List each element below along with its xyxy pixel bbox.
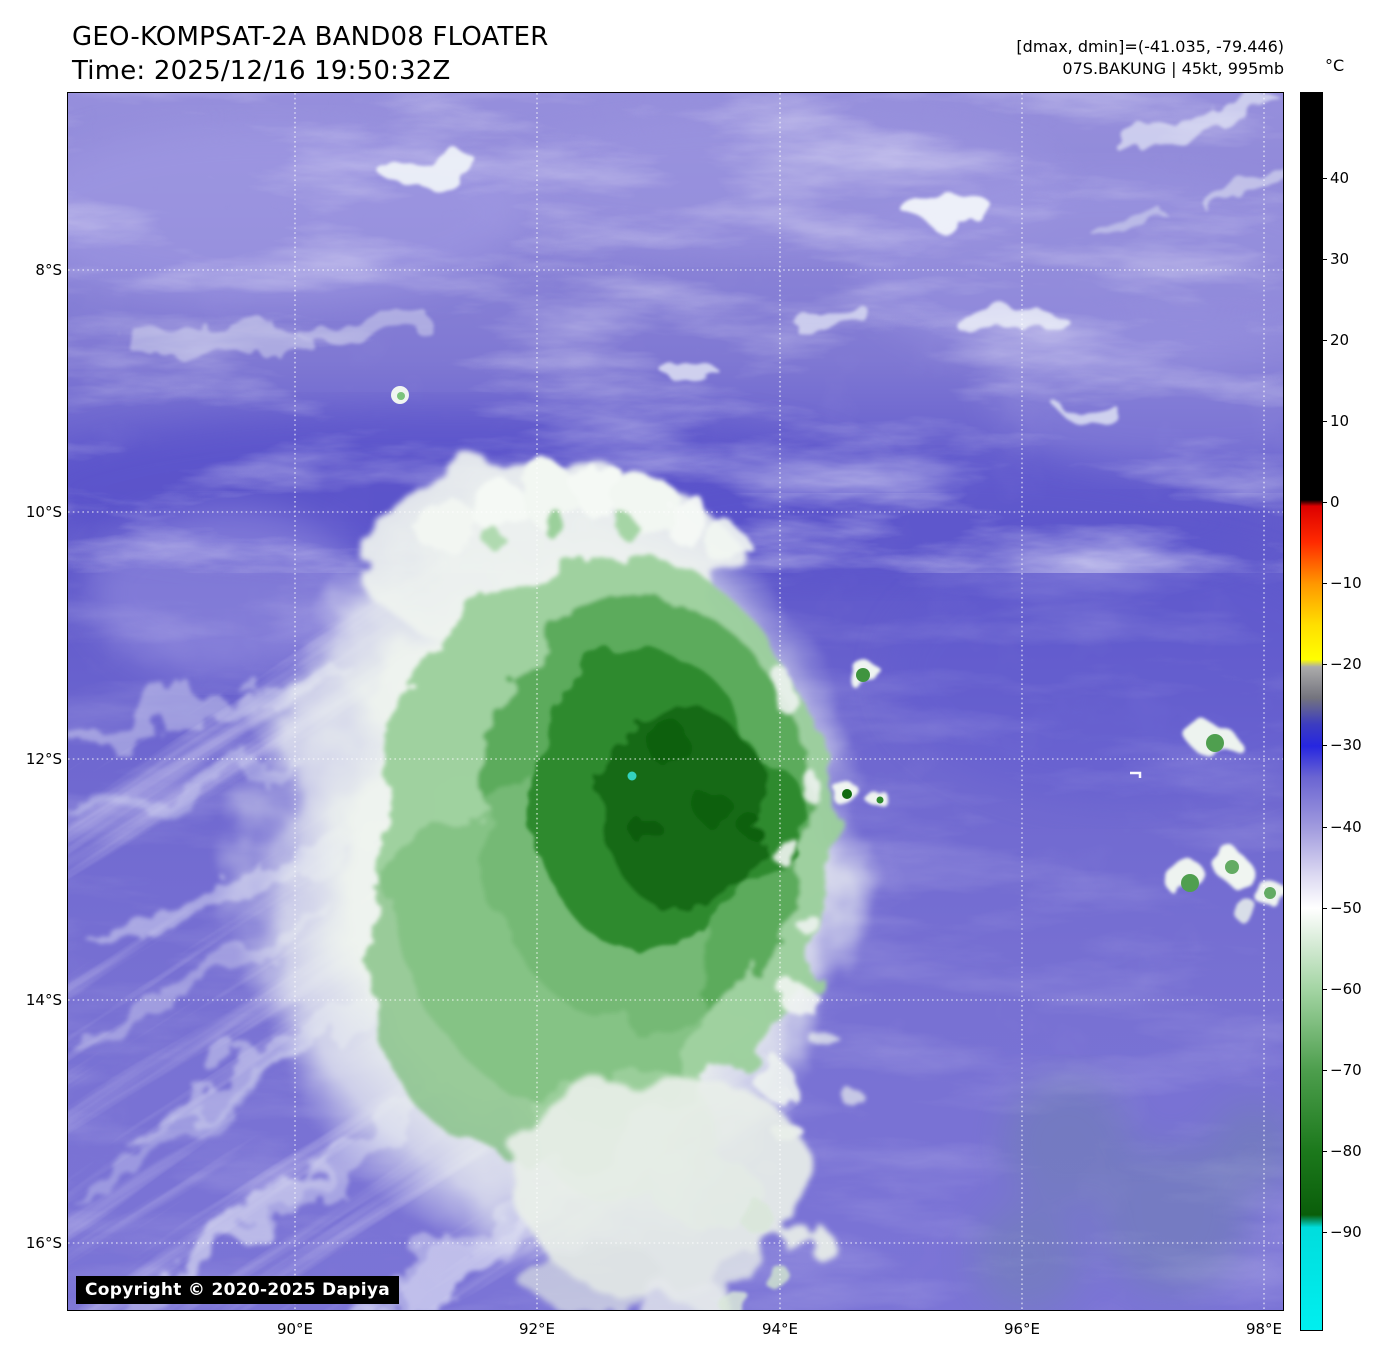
- colorbar-tick-40: 40: [1322, 169, 1378, 187]
- timestamp: Time: 2025/12/16 19:50:32Z: [72, 55, 451, 86]
- south-extension: [513, 1063, 813, 1310]
- colorbar-tick-m10: −10: [1322, 574, 1378, 592]
- faint-green-mottling-se: [973, 1078, 1283, 1310]
- small-cells-east-of-core: [832, 780, 888, 809]
- lon-label-98e: 98°E: [1245, 1320, 1283, 1338]
- dmax-dmin-readout: [dmax, dmin]=(-41.035, -79.446): [1016, 37, 1284, 56]
- colorbar-tick-m70: −70: [1322, 1061, 1378, 1079]
- lat-label-8s: 8°S: [35, 261, 62, 279]
- north-convective-towers: [413, 461, 757, 576]
- map-canvas: [68, 93, 1283, 1310]
- lon-label-92e: 92°E: [518, 1320, 556, 1338]
- colorbar-tick-10: 10: [1322, 412, 1378, 430]
- product-title: GEO-KOMPSAT-2A BAND08 FLOATER: [72, 22, 549, 52]
- colorbar-tick-20: 20: [1322, 331, 1378, 349]
- lat-label-10s: 10°S: [25, 503, 62, 521]
- colorbar-tick-m60: −60: [1322, 980, 1378, 998]
- lat-label-16s: 16°S: [25, 1234, 62, 1252]
- colorbar-tick-m40: −40: [1322, 818, 1378, 836]
- coldest-pixel-dot: [627, 771, 637, 781]
- colorbar-tick-m30: −30: [1322, 736, 1378, 754]
- storm-info: 07S.BAKUNG | 45kt, 995mb: [1062, 59, 1284, 79]
- isolated-cell-mid-right: [846, 657, 878, 689]
- storm-cdo-green: [368, 553, 833, 1163]
- colorbar-tick-30: 30: [1322, 250, 1378, 268]
- colorbar-tick-m20: −20: [1322, 655, 1378, 673]
- header-title-block: GEO-KOMPSAT-2A BAND08 FLOATER Time: 2025…: [72, 21, 548, 89]
- lon-label-96e: 96°E: [1003, 1320, 1041, 1338]
- map-frame: Copyright © 2020-2025 Dapiya: [67, 92, 1284, 1311]
- satellite-ir-image: [68, 93, 1283, 1310]
- colorbar-gradient: [1300, 92, 1323, 1331]
- copyright-badge: Copyright © 2020-2025 Dapiya: [76, 1276, 399, 1304]
- colorbar-tick-0: 0: [1322, 493, 1378, 511]
- colorbar-tick-m50: −50: [1322, 899, 1378, 917]
- colorbar-tick-m80: −80: [1322, 1142, 1378, 1160]
- header-meta-block: [dmax, dmin]=(-41.035, -79.446) 07S.BAKU…: [1016, 36, 1284, 80]
- colorbar-unit: °C: [1325, 56, 1345, 75]
- colorbar-tick-m90: −90: [1322, 1223, 1378, 1241]
- right-cluster-cells: [1130, 771, 1283, 923]
- isolated-cell-far-right: [1194, 721, 1234, 761]
- scattered-high-clouds: [123, 93, 1283, 420]
- lat-label-12s: 12°S: [25, 750, 62, 768]
- lon-label-94e: 94°E: [761, 1320, 799, 1338]
- lon-label-90e: 90°E: [276, 1320, 314, 1338]
- graticule-grid-lines: [68, 93, 1283, 1310]
- lat-label-14s: 14°S: [25, 991, 62, 1009]
